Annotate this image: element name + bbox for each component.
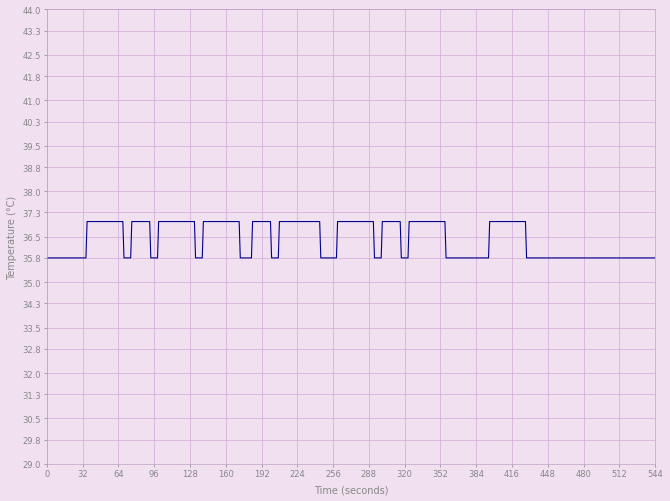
X-axis label: Time (seconds): Time (seconds): [314, 484, 388, 494]
Y-axis label: Temperature (°C): Temperature (°C): [7, 195, 17, 279]
